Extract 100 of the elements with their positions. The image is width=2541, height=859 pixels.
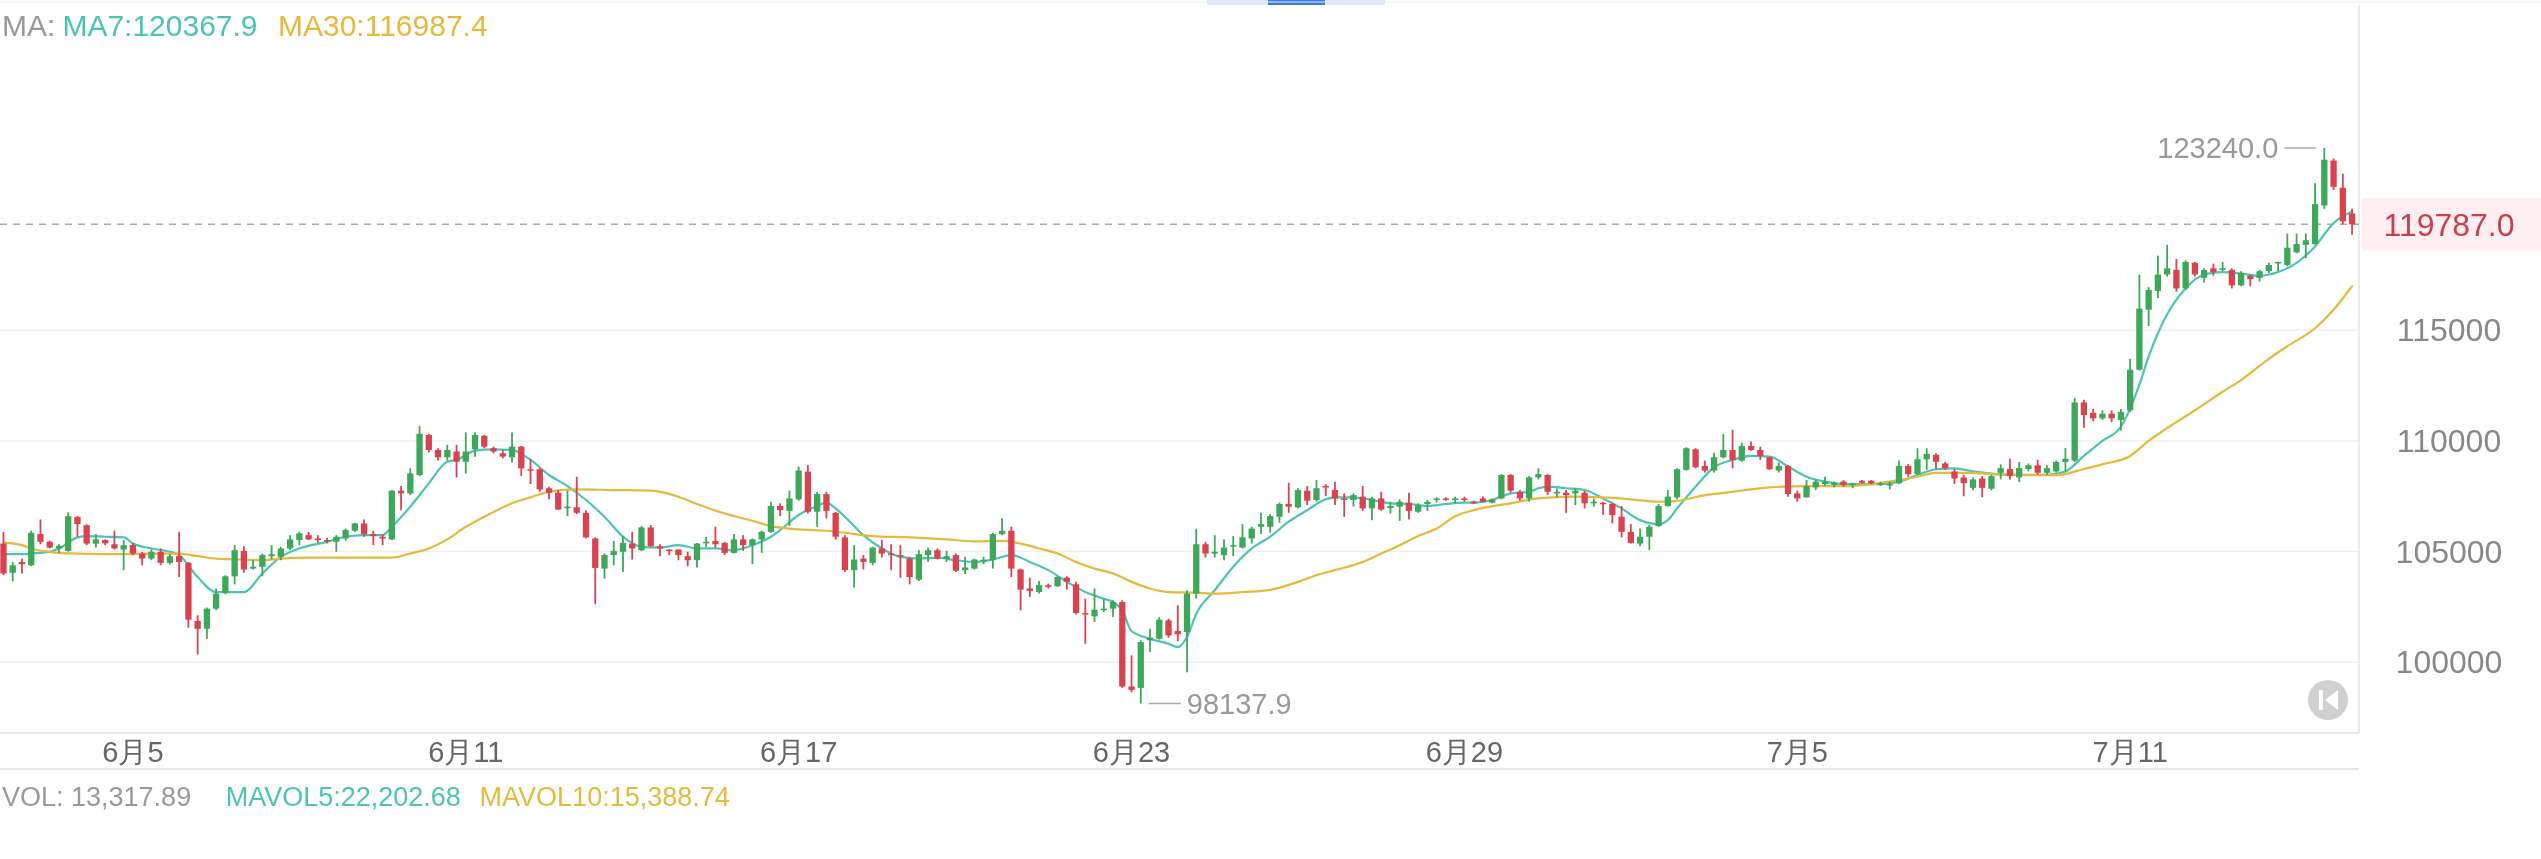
annotation: 123240.0 — [2157, 132, 2279, 165]
candlestick — [1609, 501, 1616, 525]
candlestick — [1257, 511, 1265, 535]
candlestick — [74, 515, 81, 538]
candlestick — [536, 467, 543, 493]
candlestick — [508, 431, 516, 464]
candlestick — [786, 489, 793, 528]
legend-title: MA: — [2, 9, 56, 42]
x-tick-label: 6月5 — [102, 736, 164, 769]
candlestick — [194, 614, 201, 656]
candlestick — [1923, 447, 1930, 471]
candlestick — [1720, 432, 1727, 460]
candlestick — [1285, 481, 1292, 514]
candlestick — [222, 574, 229, 596]
candlestick — [203, 606, 211, 640]
candlestick — [1304, 485, 1311, 506]
text: MAVOL5:22,202.68 — [225, 782, 461, 812]
candlestick — [897, 544, 904, 579]
candlestick — [1655, 503, 1662, 528]
candlestick — [952, 552, 959, 573]
x-tick-label: 6月23 — [1092, 736, 1171, 769]
candlestick — [1378, 490, 1385, 512]
text: VOL: 13,317.89 — [2, 782, 192, 812]
candlestick — [1683, 446, 1690, 472]
candlestick — [823, 490, 830, 520]
candlestick — [1313, 479, 1320, 503]
candlestick — [1405, 491, 1413, 521]
candlestick — [1692, 447, 1699, 470]
candlestick — [37, 518, 44, 546]
candlestick — [906, 555, 913, 586]
candlestick — [268, 544, 275, 561]
candlestick — [638, 525, 645, 552]
x-tick-label: 6月17 — [759, 736, 838, 769]
candlestick — [83, 523, 90, 547]
candlestick — [610, 540, 617, 567]
candlestick — [749, 537, 756, 566]
candlestick — [1128, 654, 1135, 694]
candlestick — [1322, 483, 1329, 497]
candlestick — [693, 542, 701, 569]
annotation: 98137.9 — [1186, 687, 1292, 720]
y-tick-label: 115000 — [2396, 312, 2502, 349]
candlestick — [111, 529, 118, 551]
candlestick — [730, 533, 738, 555]
candlestick — [2173, 258, 2180, 293]
candlestick — [2348, 207, 2356, 236]
candlestick — [1729, 428, 1736, 470]
candlestick — [2062, 447, 2069, 473]
y-tick-label: 110000 — [2396, 423, 2502, 460]
candlestick — [1627, 523, 1634, 545]
x-tick-label: 6月29 — [1425, 736, 1504, 769]
candlestick — [1738, 441, 1745, 463]
candlestick — [2016, 461, 2023, 483]
candlestick — [1211, 534, 1218, 559]
candlestick — [2145, 286, 2152, 327]
candlestick — [1276, 501, 1283, 524]
candlestick — [1239, 523, 1246, 550]
candlestick — [240, 545, 248, 574]
candlestick — [851, 544, 858, 589]
candlestick — [1368, 495, 1376, 522]
candlestick — [601, 552, 608, 580]
candlestick — [259, 552, 266, 578]
candlestick — [573, 475, 580, 516]
candlestick — [370, 529, 377, 547]
candlestick — [1914, 447, 1921, 476]
candlestick — [2080, 398, 2088, 429]
candlestick — [1267, 513, 1274, 534]
candlestick — [2117, 408, 2125, 432]
candlestick — [1710, 451, 1718, 474]
candlestick — [1895, 459, 1903, 485]
candlestick — [1507, 473, 1514, 494]
candlestick — [647, 524, 654, 548]
y-tick-label: 100000 — [2395, 644, 2503, 681]
candlestick — [1165, 617, 1172, 639]
candlestick — [1618, 505, 1625, 539]
candlestick — [212, 587, 220, 612]
candlestick — [2302, 232, 2309, 260]
candlestick — [462, 431, 469, 475]
candlestick — [1082, 597, 1089, 645]
candlestick — [619, 535, 627, 573]
candlestick — [1396, 498, 1403, 522]
candlestick — [2293, 232, 2300, 255]
candlestick — [1544, 473, 1551, 497]
candlestick — [176, 530, 183, 578]
candlestick — [1017, 567, 1024, 612]
candlestick — [1156, 616, 1163, 641]
candlestick — [407, 467, 414, 497]
candlestick — [120, 539, 127, 572]
candlestick — [9, 561, 16, 583]
candlestick — [453, 444, 460, 479]
candlestick — [814, 490, 821, 528]
candlestick — [1341, 492, 1348, 518]
candlestick — [425, 432, 432, 454]
candlestick — [1646, 524, 1653, 552]
x-tick-label: 7月5 — [1766, 736, 1828, 769]
candlestick — [2284, 232, 2291, 268]
candlestick — [2006, 457, 2014, 481]
candlestick — [1525, 475, 1533, 503]
candlestick — [1230, 535, 1237, 558]
candlestick — [1091, 587, 1098, 623]
candlestick — [961, 555, 969, 576]
